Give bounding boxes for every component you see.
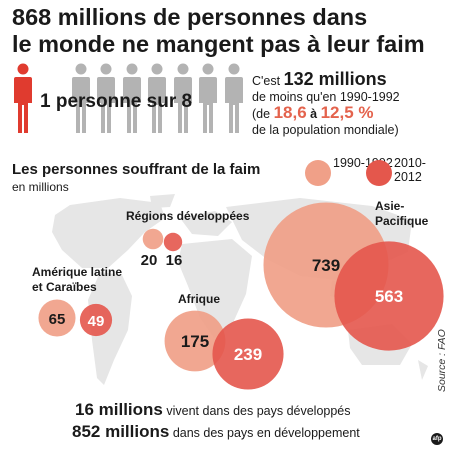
afp-logo: afp xyxy=(431,433,443,445)
note-amount: 132 millions xyxy=(283,69,387,89)
note-from-value: 18,6 xyxy=(273,103,307,122)
bubble-value-asia-1990: 739 xyxy=(312,256,340,275)
footer-developing-count: 852 millions xyxy=(72,422,170,441)
chart-subtitle: Les personnes souffrant de la faim xyxy=(12,161,261,178)
chart-title: 868 millions de personnes dans le monde … xyxy=(12,4,442,58)
person-icon xyxy=(70,63,92,135)
note-line-2: de moins qu'en 1990-1992 xyxy=(252,90,400,104)
bubble-latam-1990 xyxy=(38,299,76,337)
title-line-1: 868 millions de personnes dans xyxy=(12,4,368,30)
person-icon xyxy=(146,63,168,135)
bubble-developed-1990 xyxy=(142,228,164,250)
bubble-asia-2010 xyxy=(334,241,444,351)
bubble-layer: 20 16 65 49 175 239 739 563 xyxy=(38,202,444,390)
note-mid: à xyxy=(310,107,318,121)
region-label-asia-line2: Pacifique xyxy=(375,214,429,228)
people-pictogram xyxy=(12,63,243,135)
note-open: (de xyxy=(252,107,271,121)
chart-units: en millions xyxy=(12,180,69,194)
bubble-africa-1990 xyxy=(164,310,226,372)
bubble-value-latam-1990: 65 xyxy=(49,311,66,328)
footer-developed-text: vivent dans des pays développés xyxy=(166,404,351,418)
footer-developing-text: dans des pays en développement xyxy=(172,426,360,440)
bubble-value-developed-2010: 16 xyxy=(166,252,183,269)
footer-line-1: 16 millions vivent dans des pays dévelop… xyxy=(75,400,351,420)
bubble-value-developed-1990: 20 xyxy=(141,252,158,269)
person-icon xyxy=(121,63,143,135)
bubble-value-asia-2010: 563 xyxy=(375,287,403,306)
bubble-africa-2010 xyxy=(212,318,284,390)
bubble-latam-2010 xyxy=(79,303,113,337)
ratio-label: 1 personne sur 8 xyxy=(40,91,193,112)
note-to-value: 12,5 % xyxy=(320,103,374,122)
region-label-latam-line2: et Caraïbes xyxy=(32,280,97,294)
bubble-developed-2010 xyxy=(163,232,183,252)
legend-swatch-2010 xyxy=(366,160,392,186)
region-label-asia-line1: Asie- xyxy=(375,199,404,213)
person-icon xyxy=(223,63,245,135)
legend-label-2010: 2010-2012 xyxy=(394,156,426,184)
region-label-africa: Afrique xyxy=(178,292,220,306)
bubble-map-chart: 20 16 65 49 175 239 739 563 Régions développées… xyxy=(32,194,444,390)
footer-line-2: 852 millions dans des pays en développem… xyxy=(72,422,360,442)
person-icon xyxy=(172,63,194,135)
region-label-latam-line1: Amérique latine xyxy=(32,265,122,279)
source-credit: Source : FAO xyxy=(436,329,448,392)
bubble-value-africa-2010: 239 xyxy=(234,345,262,364)
person-icon xyxy=(197,63,219,135)
person-icon-highlighted xyxy=(12,63,34,135)
footer-developed-count: 16 millions xyxy=(75,400,163,419)
note-prefix: C'est xyxy=(252,74,281,88)
note-line-4: de la population mondiale) xyxy=(252,123,399,137)
title-line-2: le monde ne mangent pas à leur faim xyxy=(12,31,425,57)
legend-swatch-1990 xyxy=(305,160,331,186)
person-icon xyxy=(95,63,117,135)
reduction-note: C'est 132 millions de moins qu'en 1990-1… xyxy=(252,69,442,138)
bubble-value-africa-1990: 175 xyxy=(181,332,209,351)
bubble-value-latam-2010: 49 xyxy=(88,313,105,330)
region-label-developed: Régions développées xyxy=(126,209,250,223)
